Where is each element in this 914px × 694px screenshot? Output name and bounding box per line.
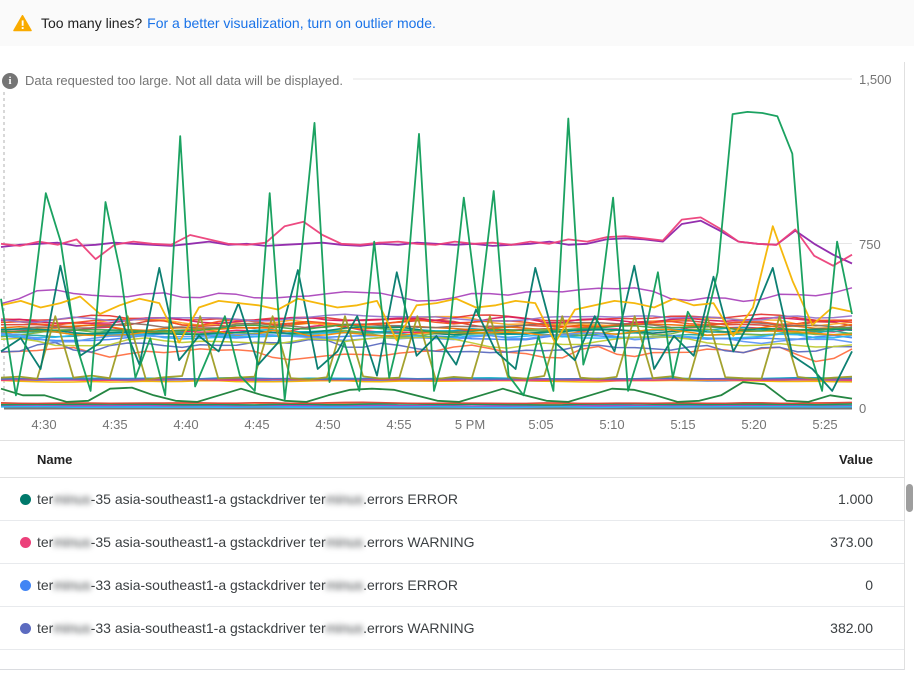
too-many-lines-banner: Too many lines? For a better visualizati… — [0, 0, 914, 46]
banner-text: Too many lines? — [41, 15, 143, 31]
redacted-text: minus — [53, 577, 91, 593]
outlier-mode-link[interactable]: For a better visualization, turn on outl… — [147, 15, 436, 31]
series-name: terminus-33 asia-southeast1-a gstackdriv… — [37, 577, 458, 593]
series-value: 0 — [865, 577, 873, 593]
series-line — [0, 315, 853, 381]
series-line — [0, 219, 853, 265]
x-tick-label: 5:20 — [741, 417, 767, 432]
redacted-text: minus — [53, 491, 91, 507]
warning-icon — [13, 14, 32, 31]
series-name: terminus-33 asia-southeast1-a gstackdriv… — [37, 620, 475, 636]
x-tick-label: 4:30 — [31, 417, 57, 432]
x-tick-label: 5 PM — [454, 417, 486, 432]
legend-partial-row — [0, 650, 905, 670]
x-axis-labels: 4:30 4:35 4:40 4:45 4:50 4:55 5 PM 5:05 5:10 5:15… — [0, 417, 914, 433]
series-line — [0, 404, 852, 407]
chart-legend-divider — [0, 440, 905, 441]
series-line — [0, 378, 853, 382]
legend-row[interactable]: terminus-33 asia-southeast1-a gstackdriv… — [0, 607, 905, 650]
redacted-text: minus — [53, 534, 91, 550]
redacted-text: minus — [325, 491, 364, 507]
series-line — [0, 381, 853, 403]
scrollbar-track — [904, 62, 905, 670]
value-column-header: Value — [839, 452, 873, 467]
y-tick-label: 1,500 — [859, 72, 892, 87]
series-value: 1.000 — [837, 491, 873, 507]
x-tick-label: 4:50 — [315, 417, 341, 432]
redacted-text: minus — [325, 534, 364, 550]
y-tick-label: 0 — [859, 401, 867, 416]
series-line — [0, 328, 853, 337]
x-tick-label: 4:55 — [386, 417, 412, 432]
chart-series-lines — [0, 111, 853, 409]
legend-row[interactable]: terminus-33 asia-southeast1-a gstackdriv… — [0, 564, 905, 607]
name-column-header: Name — [37, 452, 73, 467]
timeseries-chart[interactable] — [0, 62, 914, 422]
redacted-text: minus — [53, 620, 91, 636]
y-tick-label: 750 — [859, 236, 881, 252]
x-tick-label: 5:10 — [599, 417, 625, 432]
redacted-text: minus — [325, 620, 364, 636]
series-line — [0, 405, 853, 409]
series-line — [0, 336, 853, 349]
data-too-large-notice: i Data requested too large. Not all data… — [2, 71, 353, 90]
series-line — [0, 287, 853, 305]
legend-table-rows: terminus-35 asia-southeast1-a gstackdriv… — [0, 478, 905, 650]
series-color-dot — [20, 580, 31, 591]
notice-text: Data requested too large. Not all data w… — [25, 73, 343, 88]
x-tick-label: 4:35 — [102, 417, 128, 432]
series-line — [0, 402, 853, 406]
series-name: terminus-35 asia-southeast1-a gstackdriv… — [37, 534, 475, 550]
series-line — [0, 111, 853, 401]
series-line — [0, 401, 853, 405]
legend-row[interactable]: terminus-35 asia-southeast1-a gstackdriv… — [0, 478, 905, 521]
series-color-dot — [20, 623, 31, 634]
series-line — [0, 377, 853, 381]
info-icon: i — [2, 72, 18, 89]
series-color-dot — [20, 537, 31, 548]
x-tick-label: 4:45 — [244, 417, 270, 432]
series-line — [0, 216, 853, 267]
redacted-text: minus — [325, 577, 364, 593]
series-color-dot — [20, 494, 31, 505]
series-value: 382.00 — [830, 620, 873, 636]
series-line — [0, 313, 853, 324]
series-value: 373.00 — [830, 534, 873, 550]
x-tick-label: 5:05 — [528, 417, 554, 432]
x-tick-label: 5:15 — [670, 417, 696, 432]
series-name: terminus-35 asia-southeast1-a gstackdriv… — [37, 491, 458, 507]
series-line — [0, 264, 853, 392]
x-tick-label: 5:25 — [812, 417, 838, 432]
legend-table-header: Name Value — [0, 441, 905, 478]
legend-row[interactable]: terminus-35 asia-southeast1-a gstackdriv… — [0, 521, 905, 564]
scrollbar-thumb[interactable] — [906, 484, 913, 512]
x-tick-label: 4:40 — [173, 417, 199, 432]
